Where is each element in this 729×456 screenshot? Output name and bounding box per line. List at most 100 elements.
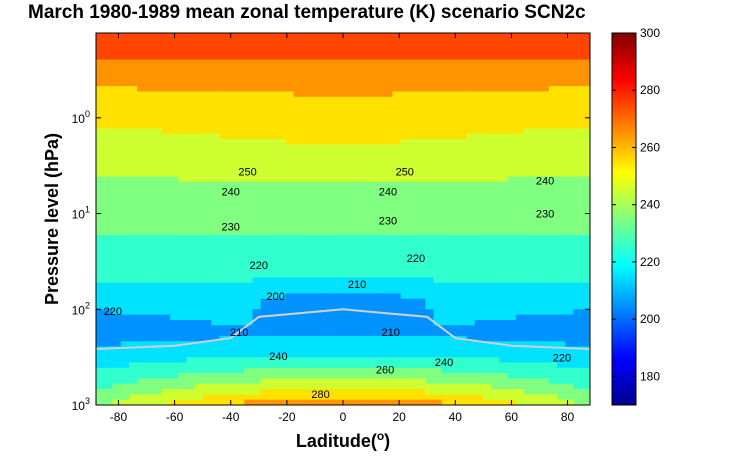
contour-cell: [285, 256, 295, 263]
contour-cell: [441, 357, 451, 364]
contour-cell: [548, 335, 558, 342]
contour-cell: [565, 367, 575, 374]
contour-cell: [548, 383, 558, 390]
contour-cell: [178, 96, 188, 103]
contour-cell: [145, 203, 155, 209]
contour-cell: [211, 59, 221, 66]
contour-cell: [474, 367, 484, 374]
contour-cell: [219, 277, 229, 284]
contour-cell: [293, 38, 303, 45]
contour-cell: [548, 75, 558, 82]
contour-cell: [367, 362, 377, 369]
contour-cell: [540, 59, 550, 66]
contour-cell: [433, 102, 443, 108]
contour-cell: [301, 133, 311, 140]
contour-cell: [128, 357, 138, 364]
contour-cell: [186, 261, 196, 268]
contour-cell: [244, 112, 254, 119]
contour-cell: [153, 335, 163, 342]
contour-cell: [211, 383, 221, 390]
contour-cell: [532, 187, 542, 194]
contour-cell: [277, 123, 286, 130]
contour-cell: [260, 288, 270, 294]
contour-cell: [145, 357, 155, 364]
contour-cell: [310, 75, 319, 82]
contour-cell: [441, 139, 451, 146]
contour-cell: [573, 192, 583, 199]
contour-cell: [417, 165, 426, 172]
contour-cell: [557, 197, 566, 204]
contour-cell: [96, 266, 105, 273]
contour-cell: [375, 80, 385, 87]
contour-cell: [112, 213, 122, 220]
contour-cell: [375, 341, 385, 348]
contour-cell: [96, 192, 105, 199]
contour-cell: [581, 330, 590, 337]
contour-cell: [507, 219, 517, 225]
contour-cell: [515, 341, 525, 348]
contour-cell: [532, 203, 542, 209]
contour-cell: [186, 357, 196, 364]
contour-cell: [474, 341, 484, 348]
contour-cell: [375, 293, 385, 300]
contour-cell: [318, 171, 328, 178]
contour-cell: [194, 128, 204, 135]
contour-cell: [548, 91, 558, 98]
contour-cell: [219, 43, 229, 50]
contour-cell: [203, 118, 212, 124]
contour-cell: [104, 118, 114, 124]
contour-cell: [293, 234, 303, 241]
contour-cell: [565, 256, 575, 263]
contour-cell: [540, 139, 550, 146]
contour-cell: [277, 144, 286, 151]
contour-cell: [194, 149, 204, 156]
contour-cell: [425, 112, 435, 119]
contour-cell: [581, 272, 590, 279]
contour-cell: [260, 38, 270, 45]
contour-cell: [400, 293, 410, 300]
contour-cell: [194, 219, 204, 225]
x-tick-label: 80: [561, 410, 575, 424]
contour-cell: [137, 293, 146, 300]
contour-cell: [482, 219, 492, 225]
contour-cell: [235, 33, 245, 39]
contour-cell: [474, 70, 484, 77]
contour-cell: [334, 373, 344, 380]
contour-cell: [128, 133, 138, 140]
contour-cell: [375, 394, 385, 401]
contour-cell: [515, 399, 525, 405]
contour-cell: [178, 309, 188, 316]
contour-cell: [351, 277, 361, 284]
contour-cell: [178, 107, 188, 114]
contour-cell: [408, 165, 418, 172]
contour-cell: [548, 245, 558, 252]
contour-cell: [375, 351, 385, 358]
contour-cell: [441, 160, 451, 167]
contour-cell: [408, 197, 418, 204]
contour-cell: [400, 176, 410, 183]
contour-cell: [384, 80, 393, 87]
contour-cell: [343, 277, 352, 284]
contour-cell: [392, 330, 402, 337]
contour-cell: [367, 277, 377, 284]
contour-cell: [400, 341, 410, 348]
contour-cell: [334, 187, 344, 194]
contour-cell: [252, 346, 262, 353]
contour-cell: [318, 64, 328, 71]
contour-cell: [408, 208, 418, 215]
contour-cell: [186, 187, 196, 194]
contour-cell: [293, 346, 303, 353]
contour-cell: [285, 43, 295, 50]
contour-cell: [482, 192, 492, 199]
contour-cell: [268, 86, 278, 93]
contour-cell: [260, 293, 270, 300]
contour-cell: [137, 139, 146, 146]
contour-cell: [153, 54, 163, 61]
contour-cell: [507, 96, 517, 103]
contour-cell: [96, 272, 105, 279]
contour-cell: [318, 288, 328, 294]
contour-cell: [450, 256, 459, 263]
contour-cell: [499, 160, 509, 167]
y-tick-label: 100: [72, 109, 90, 126]
contour-cell: [268, 330, 278, 337]
